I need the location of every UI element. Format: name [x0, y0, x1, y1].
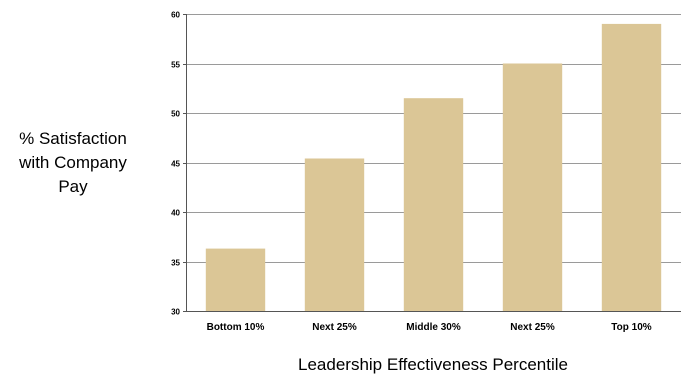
bar — [601, 23, 662, 312]
x-tick-labels: Bottom 10% Next 25% Middle 30% Next 25% Top … — [207, 322, 652, 333]
y-tick-label: 50 — [171, 110, 180, 119]
y-tick-label: 45 — [171, 160, 180, 169]
y-tick-label: 35 — [171, 259, 180, 268]
y-tick-label: 55 — [171, 61, 180, 70]
bar — [403, 98, 464, 311]
bar — [502, 63, 563, 311]
y-tick-label: 40 — [171, 209, 180, 218]
bar — [205, 248, 266, 311]
y-tick-labels: 30 35 40 45 50 55 60 — [171, 11, 180, 317]
y-tick-label: 30 — [171, 308, 180, 317]
x-tick-label: Next 25% — [312, 322, 357, 333]
x-tick-label: Bottom 10% — [207, 322, 265, 333]
bar — [304, 158, 365, 311]
y-tick-label: 60 — [171, 11, 180, 20]
y-axis-label-line-2: with Company — [18, 153, 127, 172]
x-tick-label: Middle 30% — [406, 322, 461, 333]
x-tick-label: Next 25% — [510, 322, 555, 333]
bars — [205, 23, 662, 312]
y-axis-label-line-3: Pay — [58, 177, 88, 196]
x-tick-label: Top 10% — [611, 322, 651, 333]
y-axis-label-line-1: % Satisfaction — [19, 129, 127, 148]
x-axis-label: Leadership Effectiveness Percentile — [298, 355, 568, 374]
axes — [183, 14, 681, 312]
